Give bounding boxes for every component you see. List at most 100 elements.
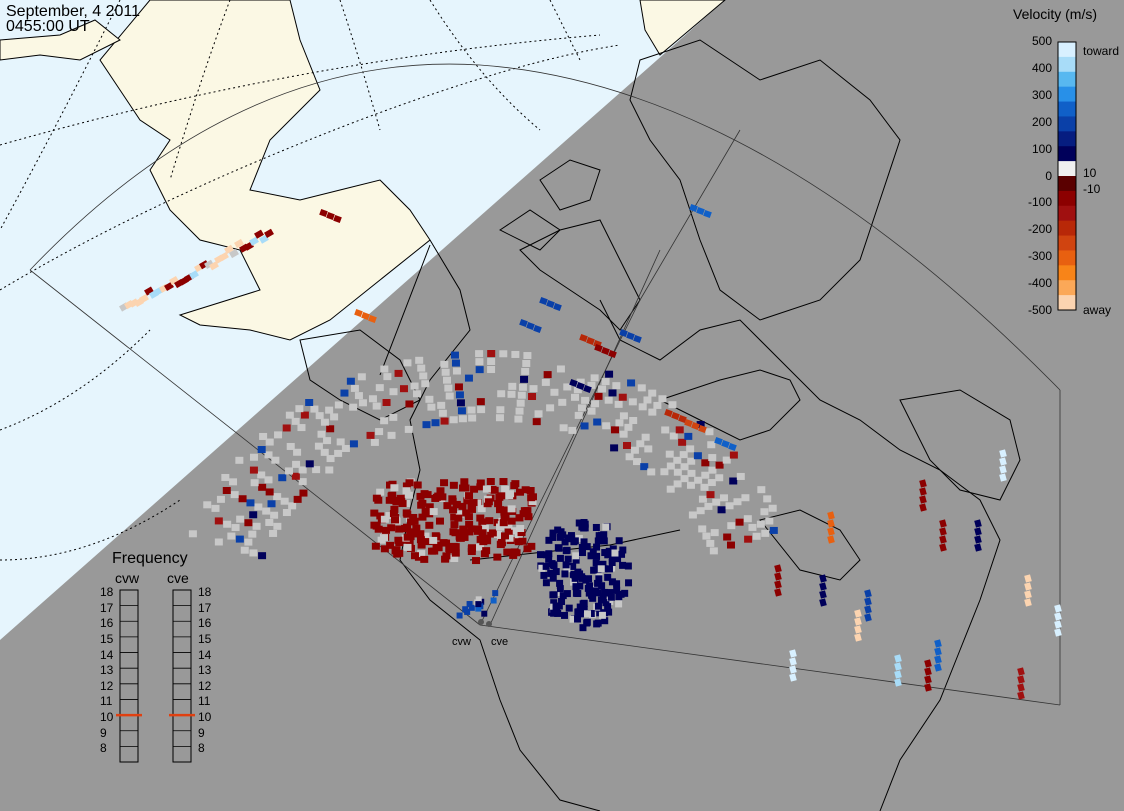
velocity-cell <box>395 549 404 557</box>
frequency-tick-left: 11 <box>100 694 113 709</box>
velocity-cell <box>517 529 526 537</box>
velocity-cell <box>286 442 295 450</box>
velocity-cell <box>455 391 464 399</box>
velocity-cell <box>608 389 617 397</box>
velocity-cell <box>358 399 367 407</box>
velocity-cell <box>638 403 647 411</box>
velocity-cell <box>236 515 245 523</box>
velocity-cell <box>587 381 596 389</box>
velocity-cell <box>698 525 707 533</box>
velocity-cell <box>760 508 769 516</box>
velocity-cell <box>553 302 562 312</box>
frequency-tick-left: 15 <box>100 631 114 646</box>
velocity-cell <box>705 428 714 436</box>
velocity-cell <box>679 451 688 459</box>
velocity-cell <box>606 598 614 606</box>
velocity-cell <box>614 400 623 408</box>
velocity-cell <box>550 609 558 617</box>
velocity-cell <box>580 422 589 430</box>
colorbar-tick-label: -300 <box>1027 249 1052 264</box>
velocity-cell <box>974 527 982 536</box>
velocity-cell <box>611 426 620 434</box>
velocity-cell <box>521 486 530 494</box>
velocity-cell <box>706 539 715 547</box>
colorbar-frame <box>1057 41 1077 311</box>
radar-site-cvw <box>478 619 484 625</box>
velocity-cell <box>472 557 481 565</box>
velocity-cell <box>305 460 314 468</box>
velocity-cell <box>214 517 223 525</box>
velocity-cell <box>577 404 586 412</box>
velocity-cell <box>467 505 476 513</box>
velocity-cell <box>673 468 682 476</box>
velocity-cell <box>449 506 458 514</box>
colorbar-swatch <box>1058 146 1076 162</box>
velocity-cell <box>450 521 459 529</box>
velocity-cell <box>273 522 282 530</box>
velocity-cell <box>1017 683 1025 692</box>
velocity-cell <box>611 549 619 557</box>
velocity-cell <box>706 491 715 499</box>
velocity-cell <box>569 570 577 578</box>
velocity-cell <box>262 507 271 515</box>
velocity-cell <box>267 500 276 508</box>
velocity-cell <box>576 570 584 578</box>
velocity-cell <box>590 566 598 574</box>
velocity-cell <box>601 346 610 356</box>
velocity-cell <box>389 388 398 396</box>
velocity-cell <box>854 609 862 618</box>
velocity-cell <box>704 502 713 510</box>
velocity-cell <box>579 549 587 557</box>
velocity-cell <box>587 610 595 618</box>
velocity-cell <box>443 376 452 384</box>
velocity-cells <box>119 203 1062 700</box>
velocity-cell <box>492 590 499 597</box>
velocity-cell <box>540 571 548 579</box>
velocity-cell <box>298 478 307 486</box>
velocity-cell <box>542 579 550 587</box>
velocity-cell <box>624 423 633 431</box>
velocity-cell <box>627 379 636 387</box>
velocity-cell <box>464 608 471 615</box>
velocity-cell <box>919 487 927 496</box>
velocity-cell <box>265 488 274 496</box>
velocity-cell <box>476 483 485 491</box>
velocity-cell <box>454 514 463 522</box>
velocity-cell <box>854 633 862 642</box>
velocity-cell <box>449 542 458 550</box>
velocity-cell <box>374 496 383 504</box>
velocity-cell <box>934 655 942 664</box>
colorbar-tick-label: -100 <box>1027 195 1052 210</box>
velocity-cell <box>501 532 510 540</box>
velocity-cell <box>546 404 555 412</box>
velocity-cell <box>484 498 493 506</box>
velocity-cell <box>729 477 738 485</box>
velocity-cell <box>326 425 335 433</box>
velocity-cell <box>768 504 777 512</box>
velocity-cell <box>305 399 314 407</box>
velocity-cell <box>475 601 482 608</box>
velocity-cell <box>238 495 247 503</box>
velocity-cell <box>436 487 445 495</box>
velocity-cell <box>715 474 724 482</box>
velocity-cell <box>421 532 430 540</box>
velocity-cell <box>575 519 583 527</box>
velocity-cell <box>827 527 835 536</box>
velocity-cell <box>385 496 394 504</box>
velocity-cell <box>572 556 580 564</box>
velocity-cell <box>722 456 731 464</box>
velocity-cell <box>601 378 610 386</box>
colorbar-inner-tick-pos: 10 <box>1083 166 1097 180</box>
velocity-cell <box>501 485 510 493</box>
velocity-cell <box>999 449 1007 458</box>
velocity-cell <box>597 565 605 573</box>
velocity-cell <box>410 517 419 525</box>
velocity-cell <box>765 517 774 525</box>
velocity-cell <box>244 538 253 546</box>
velocity-cell <box>405 400 414 408</box>
velocity-cell <box>264 476 273 484</box>
velocity-cell <box>404 425 413 433</box>
velocity-cell <box>576 582 584 590</box>
velocity-cell <box>259 432 268 440</box>
site-label-cvw: cvw <box>452 636 471 648</box>
